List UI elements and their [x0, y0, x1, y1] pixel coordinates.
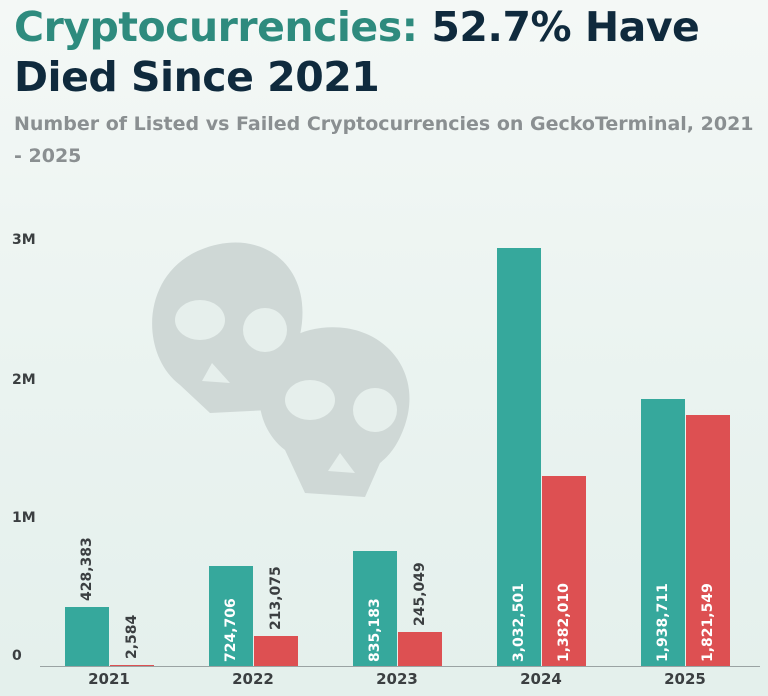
bar-listed-2024 — [497, 248, 541, 666]
bar-failed-2025 — [686, 415, 730, 666]
bar-listed-2023 — [353, 551, 397, 666]
value-label-listed-2021: 428,383 — [79, 537, 95, 601]
x-axis-line — [40, 666, 760, 667]
value-label-failed-2024: 1,382,010 — [556, 583, 572, 662]
value-label-failed-2022: 213,075 — [268, 566, 284, 630]
value-label-listed-2023: 835,183 — [367, 598, 383, 662]
value-label-listed-2022: 724,706 — [223, 598, 239, 662]
y-tick-2m: 2M — [12, 372, 36, 388]
bar-failed-2024 — [542, 476, 586, 666]
x-tick-2021: 2021 — [88, 670, 130, 688]
bar-failed-2022 — [254, 636, 298, 666]
title-rest: 52.7% Have Died Since 2021 — [14, 3, 700, 101]
x-tick-2024: 2024 — [520, 670, 562, 688]
title-accent: Cryptocurrencies: — [14, 3, 418, 51]
skull-icon — [152, 242, 410, 497]
value-label-listed-2025: 1,938,711 — [655, 583, 671, 662]
bar-failed-2023 — [398, 632, 442, 666]
x-tick-2023: 2023 — [376, 670, 418, 688]
value-label-listed-2024: 3,032,501 — [511, 583, 527, 662]
x-tick-2022: 2022 — [232, 670, 274, 688]
bar-failed-2021 — [110, 665, 154, 666]
y-tick-3m: 3M — [12, 232, 36, 248]
x-tick-2025: 2025 — [664, 670, 706, 688]
y-tick-1m: 1M — [12, 510, 36, 526]
value-label-failed-2023: 245,049 — [412, 562, 428, 626]
bar-listed-2021 — [65, 607, 109, 666]
chart-title: Cryptocurrencies: 52.7% Have Died Since … — [14, 2, 764, 102]
bar-listed-2025 — [641, 399, 685, 666]
value-label-failed-2025: 1,821,549 — [700, 583, 716, 662]
bar-listed-2022 — [209, 566, 253, 666]
y-tick-0: 0 — [12, 648, 22, 664]
chart-subtitle: Number of Listed vs Failed Cryptocurrenc… — [14, 113, 754, 167]
value-label-failed-2021: 2,584 — [124, 614, 140, 659]
